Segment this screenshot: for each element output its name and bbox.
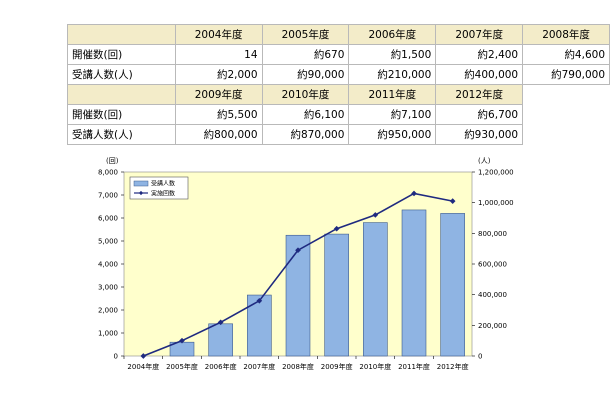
line-point (140, 353, 147, 359)
bar (324, 233, 349, 357)
bar (285, 234, 311, 357)
value-cell: 約930,000 (435, 124, 524, 145)
x-axis-tick-label: 2012年度 (437, 362, 469, 371)
left-axis-tick-label: 4,000 (98, 261, 118, 269)
value-cell: 約2,400 (435, 44, 524, 65)
right-axis-tick-label: 200,000 (478, 322, 507, 330)
left-axis-tick-label: 0 (114, 353, 118, 361)
left-axis-tick-label: 7,000 (98, 192, 118, 200)
table-corner-cell (67, 24, 176, 45)
left-axis-tick-label: 1,000 (98, 330, 118, 338)
bar (363, 222, 388, 357)
bar (401, 209, 427, 357)
right-axis-tick-label: 0 (478, 353, 482, 361)
year-header-cell: 2012年度 (435, 84, 524, 105)
bar (247, 294, 272, 357)
bar (440, 213, 465, 357)
line-point (179, 337, 185, 344)
stats-table: 2004年度 2005年度 2006年度 2007年度 2008年度 開催数(回) 14 約6… (67, 24, 610, 145)
row-label: 開催数(回) (67, 44, 176, 65)
value-cell: 約2,000 (174, 64, 263, 85)
line-point (256, 297, 263, 304)
right-axis-tick-label: 1,000,000 (478, 199, 514, 207)
line-point (411, 190, 417, 197)
legend-label: 受講人数 (151, 180, 175, 188)
table-header-row: 2004年度 2005年度 2006年度 2007年度 2008年度 (67, 24, 610, 45)
value-cell: 約1,500 (348, 44, 437, 65)
left-axis-tick-label: 2,000 (98, 307, 118, 315)
row-label: 受講人数(人) (67, 124, 176, 145)
line-point (295, 247, 301, 254)
x-axis-tick-label: 2011年度 (398, 362, 430, 371)
line-point (372, 212, 379, 218)
legend-bar-swatch (133, 180, 149, 187)
year-header-cell: 2009年度 (174, 84, 263, 105)
right-axis-tick-label: 800,000 (478, 230, 507, 238)
x-axis-tick-label: 2008年度 (282, 362, 314, 371)
table-row: 開催数(回) 14 約670 約1,500 約2,400 約4,600 (67, 44, 610, 65)
x-axis-tick-label: 2005年度 (166, 362, 198, 371)
line-point (449, 198, 456, 204)
year-header-cell: 2010年度 (261, 84, 350, 105)
x-axis-tick-label: 2010年度 (359, 362, 391, 371)
left-axis-unit: (回) (106, 157, 119, 165)
x-axis-tick-label: 2006年度 (205, 362, 237, 371)
left-axis-tick-label: 6,000 (98, 215, 118, 223)
right-axis-tick-label: 1,200,000 (478, 169, 514, 177)
legend-label: 実施回数 (151, 190, 175, 198)
value-cell: 約870,000 (261, 124, 350, 145)
x-axis-tick-label: 2004年度 (127, 362, 159, 371)
year-header-cell: 2004年度 (174, 24, 263, 45)
left-axis-tick-label: 8,000 (98, 169, 118, 177)
row-label: 受講人数(人) (67, 64, 176, 85)
line-point (217, 319, 224, 326)
value-cell: 約5,500 (174, 104, 263, 125)
legend-line-marker (138, 190, 144, 196)
line-point (333, 225, 340, 232)
table-row: 受講人数(人) 約800,000 約870,000 約950,000 約930,000 (67, 124, 610, 145)
right-axis-unit: (人) (478, 157, 491, 165)
right-axis-tick-label: 400,000 (478, 291, 507, 299)
left-axis-tick-label: 3,000 (98, 284, 118, 292)
x-axis-tick-label: 2007年度 (243, 362, 275, 371)
x-axis-tick-label: 2009年度 (321, 362, 353, 371)
year-header-cell: 2006年度 (348, 24, 437, 45)
left-axis-tick-label: 5,000 (98, 238, 118, 246)
bar (208, 323, 233, 357)
right-axis-tick-label: 600,000 (478, 261, 507, 269)
value-cell: 約950,000 (348, 124, 437, 145)
value-cell: 約800,000 (174, 124, 263, 145)
value-cell: 14 (174, 44, 263, 65)
value-cell: 約790,000 (522, 64, 610, 85)
